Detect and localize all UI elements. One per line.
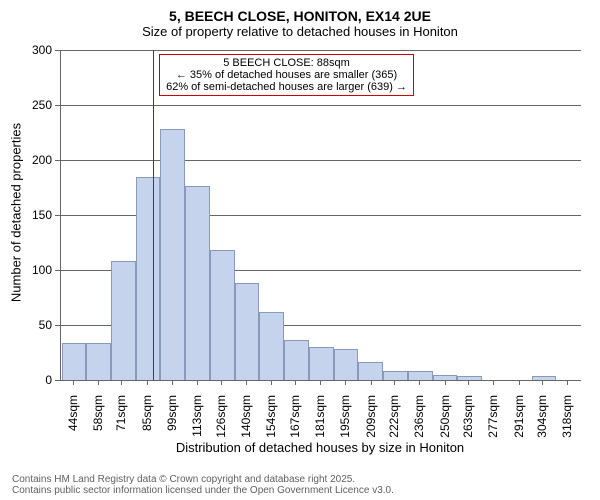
- xtick-label: 113sqm: [190, 395, 204, 445]
- chart-container: 5, BEECH CLOSE, HONITON, EX14 2UE Size o…: [0, 0, 600, 500]
- xtick-mark: [519, 380, 520, 385]
- xtick-mark: [320, 380, 321, 385]
- xtick-mark: [445, 380, 446, 385]
- ytick-mark: [55, 160, 60, 161]
- xtick-mark: [394, 380, 395, 385]
- histogram-bar: [185, 186, 210, 380]
- info-box: 5 BEECH CLOSE: 88sqm← 35% of detached ho…: [159, 54, 414, 96]
- xtick-mark: [197, 380, 198, 385]
- xtick-label: 304sqm: [535, 395, 549, 445]
- xtick-mark: [493, 380, 494, 385]
- xtick-mark: [121, 380, 122, 385]
- histogram-bar: [111, 261, 136, 380]
- ytick-label: 100: [0, 263, 52, 277]
- xtick-label: 71sqm: [114, 395, 128, 445]
- ytick-mark: [55, 380, 60, 381]
- ytick-mark: [55, 50, 60, 51]
- xtick-mark: [172, 380, 173, 385]
- ytick-label: 0: [0, 373, 52, 387]
- histogram-bar: [284, 340, 309, 380]
- xtick-mark: [371, 380, 372, 385]
- histogram-bar: [136, 177, 161, 381]
- histogram-bar: [457, 376, 482, 380]
- xtick-label: 250sqm: [438, 395, 452, 445]
- xtick-label: 44sqm: [66, 395, 80, 445]
- gridline: [61, 160, 581, 161]
- histogram-bar: [210, 250, 235, 380]
- gridline: [61, 105, 581, 106]
- xtick-mark: [221, 380, 222, 385]
- histogram-bar: [86, 343, 111, 380]
- xtick-mark: [147, 380, 148, 385]
- ytick-mark: [55, 105, 60, 106]
- ytick-mark: [55, 215, 60, 216]
- ytick-label: 250: [0, 98, 52, 112]
- histogram-bar: [309, 347, 334, 380]
- xtick-label: 222sqm: [387, 395, 401, 445]
- info-line-2: ← 35% of detached houses are smaller (36…: [166, 69, 407, 81]
- xtick-mark: [73, 380, 74, 385]
- xtick-label: 126sqm: [214, 395, 228, 445]
- histogram-bar: [334, 349, 359, 380]
- xtick-label: 167sqm: [288, 395, 302, 445]
- xtick-label: 209sqm: [364, 395, 378, 445]
- xtick-label: 85sqm: [140, 395, 154, 445]
- gridline: [61, 50, 581, 51]
- info-line-1: 5 BEECH CLOSE: 88sqm: [166, 57, 407, 69]
- xtick-label: 58sqm: [91, 395, 105, 445]
- chart-title: 5, BEECH CLOSE, HONITON, EX14 2UE: [0, 0, 600, 24]
- ytick-label: 150: [0, 208, 52, 222]
- xtick-label: 195sqm: [338, 395, 352, 445]
- ytick-label: 300: [0, 43, 52, 57]
- xtick-mark: [542, 380, 543, 385]
- xtick-mark: [98, 380, 99, 385]
- xtick-mark: [468, 380, 469, 385]
- xtick-label: 140sqm: [239, 395, 253, 445]
- xtick-label: 236sqm: [412, 395, 426, 445]
- xtick-mark: [345, 380, 346, 385]
- ytick-label: 200: [0, 153, 52, 167]
- xtick-label: 181sqm: [313, 395, 327, 445]
- xtick-mark: [295, 380, 296, 385]
- histogram-bar: [160, 129, 185, 380]
- xtick-mark: [567, 380, 568, 385]
- histogram-bar: [408, 371, 433, 380]
- xtick-label: 318sqm: [560, 395, 574, 445]
- histogram-bar: [532, 376, 557, 380]
- xtick-label: 291sqm: [512, 395, 526, 445]
- ytick-mark: [55, 270, 60, 271]
- histogram-bar: [358, 362, 383, 380]
- ytick-mark: [55, 325, 60, 326]
- footer-text: Contains HM Land Registry data © Crown c…: [0, 474, 394, 496]
- xtick-label: 154sqm: [264, 395, 278, 445]
- histogram-bar: [62, 343, 87, 380]
- histogram-bar: [235, 283, 260, 380]
- info-line-3: 62% of semi-detached houses are larger (…: [166, 81, 407, 93]
- xtick-label: 99sqm: [165, 395, 179, 445]
- reference-line: [153, 50, 154, 380]
- xtick-label: 263sqm: [461, 395, 475, 445]
- xtick-mark: [271, 380, 272, 385]
- xtick-label: 277sqm: [486, 395, 500, 445]
- histogram-bar: [259, 312, 284, 380]
- footer-line-1: Contains HM Land Registry data © Crown c…: [12, 474, 394, 485]
- plot-area: 5 BEECH CLOSE: 88sqm← 35% of detached ho…: [60, 50, 581, 381]
- footer-line-2: Contains public sector information licen…: [12, 485, 394, 496]
- chart-subtitle: Size of property relative to detached ho…: [0, 24, 600, 43]
- histogram-bar: [383, 371, 408, 380]
- xtick-mark: [246, 380, 247, 385]
- ytick-label: 50: [0, 318, 52, 332]
- xtick-mark: [419, 380, 420, 385]
